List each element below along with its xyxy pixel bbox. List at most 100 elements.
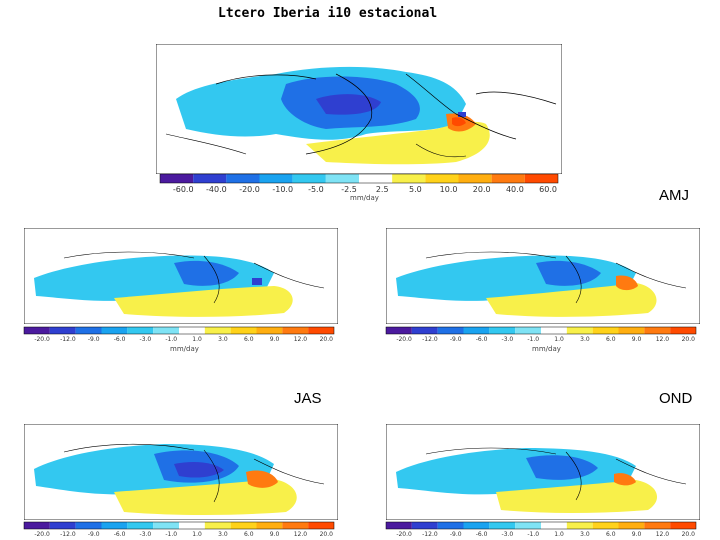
colorbar-segment — [670, 522, 696, 529]
colorbar-segment — [644, 327, 671, 334]
colorbar-tick-label: 12.0 — [294, 531, 308, 538]
colorbar-segment — [515, 522, 541, 529]
colorbar-tick-label: -12.0 — [422, 336, 438, 343]
map-panel-left-middle — [24, 228, 338, 324]
colorbar-segment — [153, 327, 179, 334]
colorbar-segment — [75, 327, 102, 334]
colorbar-tick-label: 1.0 — [554, 336, 564, 343]
colorbar-segment — [437, 522, 464, 529]
colorbar-tick-label: 6.0 — [244, 531, 254, 538]
colorbar-tick-label: -9.0 — [450, 531, 462, 538]
colorbar-segment — [515, 327, 541, 334]
colorbar-segment — [308, 522, 334, 529]
colorbar-segment — [411, 327, 438, 334]
colorbar-segment — [24, 327, 50, 334]
colorbar-segment — [101, 327, 128, 334]
colorbar-frame — [159, 173, 559, 184]
colorbar-tick-label: 6.0 — [606, 531, 616, 538]
colorbar-tick-label: -10.0 — [272, 185, 293, 194]
colorbar-segment — [524, 174, 558, 183]
colorbar-segment — [179, 522, 205, 529]
colorbar-segment — [292, 174, 326, 183]
colorbar-segment — [592, 522, 619, 529]
colorbar-tick-label: -1.0 — [165, 531, 177, 538]
season-label-amj: AMJ — [659, 187, 689, 204]
colorbar-segment — [325, 174, 359, 183]
colorbar-tick-label: 20.0 — [473, 185, 491, 194]
units-label-right-middle: mm/day — [532, 345, 561, 353]
map-panel-right-middle — [386, 228, 700, 324]
colorbar-segment — [230, 327, 257, 334]
colorbar-frame — [23, 521, 335, 530]
colorbar-frame — [23, 326, 335, 335]
colorbar-tick-label: 20.0 — [682, 531, 696, 538]
colorbar-tick-label: 1.0 — [192, 531, 202, 538]
colorbar-segment — [282, 327, 309, 334]
colorbar-tick-label: -3.0 — [140, 531, 152, 538]
colorbar-tick-label: 2.5 — [376, 185, 389, 194]
colorbar-tick-label: 20.0 — [320, 531, 334, 538]
colorbar-segment — [618, 327, 645, 334]
colorbar-tick-label: -1.0 — [527, 336, 539, 343]
colorbar-tick-label: -1.0 — [527, 531, 539, 538]
colorbar-segment — [541, 327, 567, 334]
colorbar-tick-label: 40.0 — [506, 185, 524, 194]
colorbar-tick-label: -20.0 — [34, 336, 50, 343]
colorbar-tick-label: -20.0 — [34, 531, 50, 538]
colorbar-tick-label: 12.0 — [294, 336, 308, 343]
colorbar-tick-label: 9.0 — [270, 336, 280, 343]
map-panel-right-bottom — [386, 424, 700, 520]
colorbar-tick-label: 12.0 — [656, 336, 670, 343]
map-annual-svg — [156, 44, 562, 174]
colorbar-tick-label: 3.0 — [580, 336, 590, 343]
colorbar-segment — [259, 174, 293, 183]
colorbar-segment — [491, 174, 525, 183]
colorbar-segment — [566, 327, 593, 334]
colorbar-tick-label: 9.0 — [270, 531, 280, 538]
colorbar-tick-label: -9.0 — [450, 336, 462, 343]
colorbar-segment — [644, 522, 671, 529]
colorbar-segment — [541, 522, 567, 529]
colorbar-segment — [204, 327, 231, 334]
colorbar-segment — [458, 174, 492, 183]
colorbar-main: -60.0 -40.0 -20.0 -10.0 -5.0 -2.5 2.5 5.0 10.0 20… — [159, 173, 559, 196]
colorbar-segment — [179, 327, 205, 334]
colorbar-segment — [153, 522, 179, 529]
colorbar-segment — [127, 327, 154, 334]
colorbar-segment — [101, 522, 128, 529]
colorbar-right-bottom: -20.0 -12.0 -9.0 -6.0 -3.0 -1.0 1.0 3.0 6.0 9.0 12… — [385, 521, 697, 540]
colorbar-frame — [385, 326, 697, 335]
colorbar-right-middle: -20.0 -12.0 -9.0 -6.0 -3.0 -1.0 1.0 3.0 6.0 9.0 12… — [385, 326, 697, 347]
colorbar-segment — [392, 174, 426, 183]
colorbar-tick-label: -3.0 — [140, 336, 152, 343]
colorbar-segment — [489, 327, 516, 334]
colorbar-segment — [386, 522, 412, 529]
map-panel-left-bottom — [24, 424, 338, 520]
colorbar-tick-label: 3.0 — [580, 531, 590, 538]
colorbar-tick-label: -3.0 — [502, 336, 514, 343]
colorbar-segment — [411, 522, 438, 529]
colorbar-tick-label: -60.0 — [173, 185, 194, 194]
colorbar-left-middle: -20.0 -12.0 -9.0 -6.0 -3.0 -1.0 1.0 3.0 6.0 9.0 12… — [23, 326, 335, 347]
colorbar-frame — [385, 521, 697, 530]
colorbar-segment — [127, 522, 154, 529]
colorbar-segment — [386, 327, 412, 334]
map-panel-annual — [156, 44, 562, 174]
colorbar-tick-label: -6.0 — [114, 336, 126, 343]
colorbar-tick-label: 1.0 — [554, 531, 564, 538]
colorbar-segment — [359, 174, 393, 183]
colorbar-tick-label: 3.0 — [218, 336, 228, 343]
colorbar-segment — [308, 327, 334, 334]
colorbar-tick-label: 5.0 — [409, 185, 422, 194]
colorbar-tick-label: 10.0 — [440, 185, 458, 194]
colorbar-segment — [618, 522, 645, 529]
colorbar-tick-label: -6.0 — [476, 531, 488, 538]
colorbar-tick-label: -9.0 — [88, 336, 100, 343]
colorbar-segment — [230, 522, 257, 529]
colorbar-tick-label: -20.0 — [396, 336, 412, 343]
colorbar-tick-label: -2.5 — [341, 185, 357, 194]
colorbar-tick-label: 12.0 — [656, 531, 670, 538]
colorbar-tick-label: 20.0 — [682, 336, 696, 343]
colorbar-tick-label: -6.0 — [114, 531, 126, 538]
colorbar-segment — [592, 327, 619, 334]
